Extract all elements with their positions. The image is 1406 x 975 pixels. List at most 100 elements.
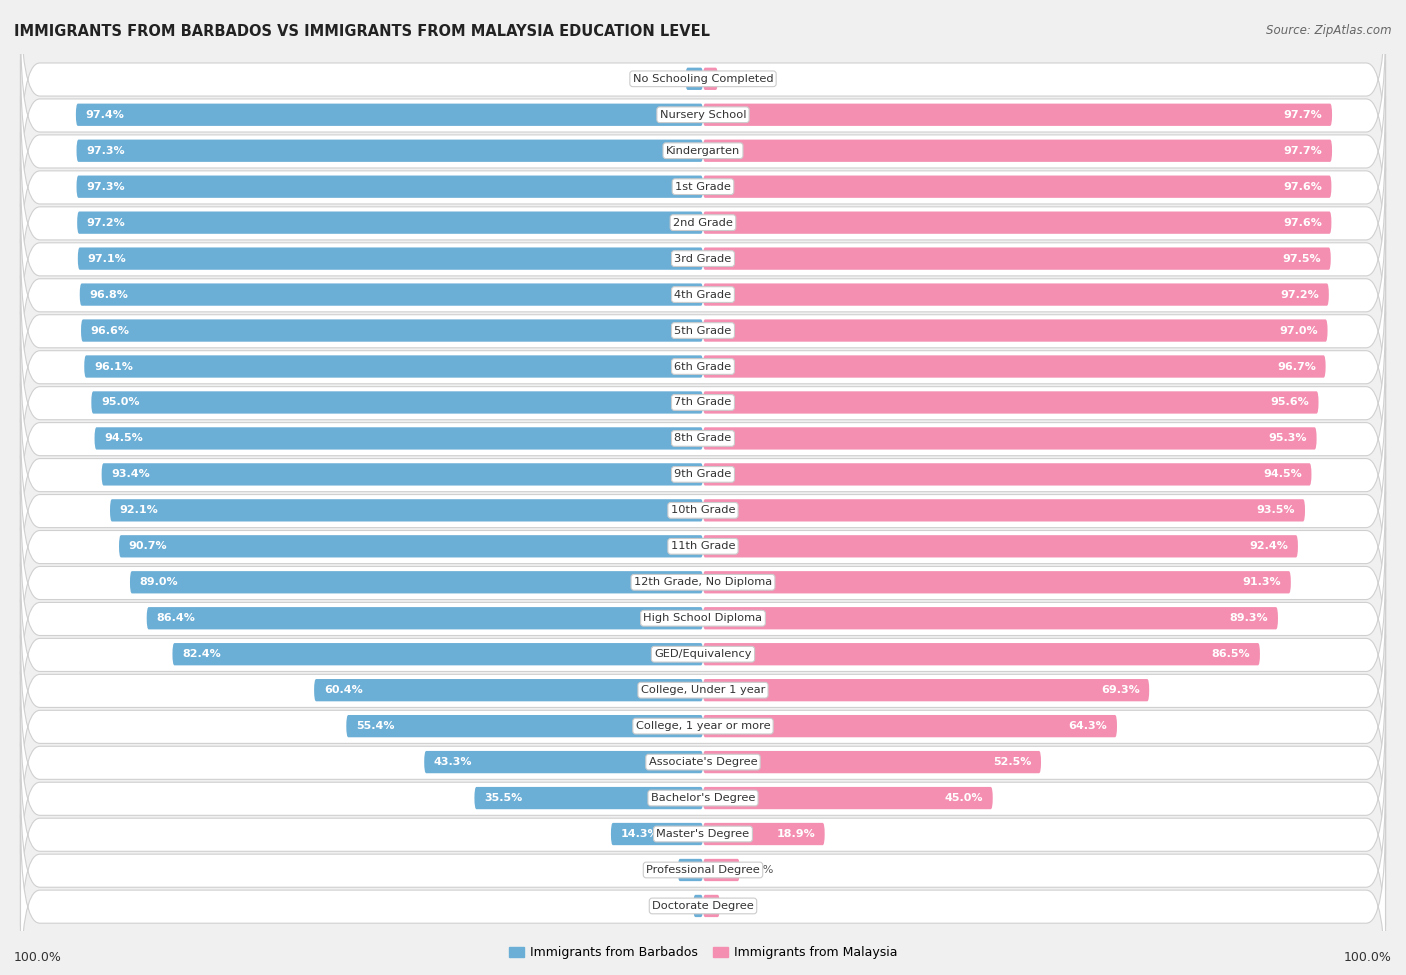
Text: 90.7%: 90.7% [129,541,167,551]
Text: 95.6%: 95.6% [1270,398,1309,408]
FancyBboxPatch shape [110,499,703,522]
Text: 97.6%: 97.6% [1282,217,1322,227]
Text: 18.9%: 18.9% [776,829,815,839]
FancyBboxPatch shape [703,67,718,90]
FancyBboxPatch shape [146,607,703,630]
Text: 5th Grade: 5th Grade [675,326,731,335]
Text: 52.5%: 52.5% [993,758,1032,767]
FancyBboxPatch shape [703,644,1260,665]
Text: 89.3%: 89.3% [1230,613,1268,623]
Text: 92.1%: 92.1% [120,505,159,516]
Text: 60.4%: 60.4% [323,685,363,695]
Text: Professional Degree: Professional Degree [647,865,759,875]
Text: 93.5%: 93.5% [1257,505,1295,516]
FancyBboxPatch shape [703,535,1298,558]
Text: 97.7%: 97.7% [1284,145,1323,156]
Text: Doctorate Degree: Doctorate Degree [652,901,754,911]
FancyBboxPatch shape [76,176,703,198]
Text: 8th Grade: 8th Grade [675,434,731,444]
Text: 82.4%: 82.4% [183,649,221,659]
FancyBboxPatch shape [346,715,703,737]
Text: 92.4%: 92.4% [1250,541,1288,551]
FancyBboxPatch shape [21,600,1385,782]
Text: 97.3%: 97.3% [86,181,125,192]
FancyBboxPatch shape [21,60,1385,243]
FancyBboxPatch shape [173,644,703,665]
FancyBboxPatch shape [703,715,1116,737]
FancyBboxPatch shape [91,391,703,413]
Text: 100.0%: 100.0% [1344,951,1392,964]
Text: 7th Grade: 7th Grade [675,398,731,408]
Text: 95.0%: 95.0% [101,398,139,408]
Text: 2.3%: 2.3% [723,74,751,84]
FancyBboxPatch shape [703,499,1305,522]
FancyBboxPatch shape [84,355,703,377]
Text: 97.0%: 97.0% [1279,326,1317,335]
FancyBboxPatch shape [21,276,1385,458]
Text: 86.4%: 86.4% [156,613,195,623]
Text: 94.5%: 94.5% [104,434,143,444]
FancyBboxPatch shape [21,815,1385,975]
Text: 95.3%: 95.3% [1268,434,1308,444]
FancyBboxPatch shape [703,895,720,917]
FancyBboxPatch shape [703,212,1331,234]
Text: IMMIGRANTS FROM BARBADOS VS IMMIGRANTS FROM MALAYSIA EDUCATION LEVEL: IMMIGRANTS FROM BARBADOS VS IMMIGRANTS F… [14,24,710,39]
Text: College, 1 year or more: College, 1 year or more [636,722,770,731]
Text: 10th Grade: 10th Grade [671,505,735,516]
Text: 89.0%: 89.0% [139,577,179,587]
Text: College, Under 1 year: College, Under 1 year [641,685,765,695]
FancyBboxPatch shape [77,212,703,234]
FancyBboxPatch shape [612,823,703,845]
FancyBboxPatch shape [21,491,1385,675]
FancyBboxPatch shape [21,312,1385,494]
FancyBboxPatch shape [21,672,1385,854]
Text: GED/Equivalency: GED/Equivalency [654,649,752,659]
FancyBboxPatch shape [703,176,1331,198]
Text: 100.0%: 100.0% [14,951,62,964]
FancyBboxPatch shape [314,679,703,701]
FancyBboxPatch shape [703,248,1330,270]
FancyBboxPatch shape [21,24,1385,207]
FancyBboxPatch shape [21,0,1385,171]
FancyBboxPatch shape [21,240,1385,422]
FancyBboxPatch shape [703,355,1326,377]
Text: 14.3%: 14.3% [620,829,659,839]
FancyBboxPatch shape [76,139,703,162]
Text: Source: ZipAtlas.com: Source: ZipAtlas.com [1267,24,1392,37]
FancyBboxPatch shape [21,419,1385,603]
FancyBboxPatch shape [703,427,1316,449]
FancyBboxPatch shape [82,320,703,341]
Text: 35.5%: 35.5% [484,793,523,803]
Text: 2nd Grade: 2nd Grade [673,217,733,227]
Text: 91.3%: 91.3% [1243,577,1281,587]
Text: 97.4%: 97.4% [86,110,124,120]
FancyBboxPatch shape [77,248,703,270]
Text: 64.3%: 64.3% [1069,722,1108,731]
FancyBboxPatch shape [703,787,993,809]
FancyBboxPatch shape [703,391,1319,413]
FancyBboxPatch shape [703,607,1278,630]
Legend: Immigrants from Barbados, Immigrants from Malaysia: Immigrants from Barbados, Immigrants fro… [503,941,903,964]
Text: 11th Grade: 11th Grade [671,541,735,551]
Text: 97.2%: 97.2% [1281,290,1319,299]
FancyBboxPatch shape [703,751,1040,773]
FancyBboxPatch shape [703,103,1331,126]
FancyBboxPatch shape [21,779,1385,962]
FancyBboxPatch shape [21,743,1385,926]
Text: 3.9%: 3.9% [644,865,672,875]
Text: 97.5%: 97.5% [1282,254,1322,263]
FancyBboxPatch shape [21,204,1385,387]
Text: 4th Grade: 4th Grade [675,290,731,299]
FancyBboxPatch shape [21,384,1385,566]
Text: 1.5%: 1.5% [659,901,688,911]
Text: 1st Grade: 1st Grade [675,181,731,192]
Text: 69.3%: 69.3% [1101,685,1139,695]
Text: 96.7%: 96.7% [1277,362,1316,371]
Text: 3rd Grade: 3rd Grade [675,254,731,263]
FancyBboxPatch shape [129,571,703,594]
Text: 97.1%: 97.1% [87,254,127,263]
FancyBboxPatch shape [686,67,703,90]
FancyBboxPatch shape [703,320,1327,341]
Text: 43.3%: 43.3% [434,758,472,767]
Text: Kindergarten: Kindergarten [666,145,740,156]
